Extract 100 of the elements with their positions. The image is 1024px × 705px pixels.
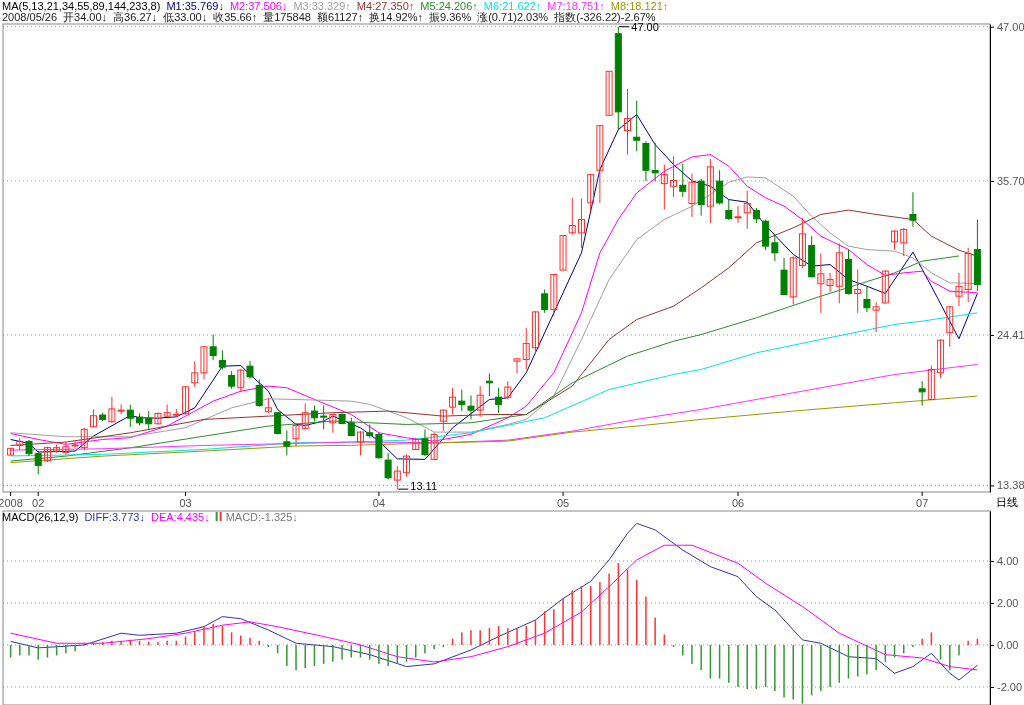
candlestick	[633, 100, 641, 152]
candlestick	[80, 427, 88, 451]
y-tick-label: 0.00	[997, 638, 1019, 651]
candlestick	[421, 429, 429, 457]
text: 开34.00↓	[63, 11, 108, 23]
candlestick	[900, 227, 908, 257]
text: 指数(-326.22)-2.67%	[553, 11, 656, 23]
candlestick	[587, 174, 595, 212]
candlestick	[283, 429, 291, 456]
text: M1:35.769↓	[166, 0, 224, 12]
candlestick	[126, 404, 134, 428]
y-tick-label: 24.41	[997, 328, 1024, 341]
candlestick	[909, 191, 917, 228]
candlestick	[513, 358, 521, 374]
candlestick	[605, 70, 613, 116]
candlestick	[596, 125, 604, 204]
line-series	[10, 312, 978, 457]
candlestick	[34, 450, 42, 475]
line-series	[10, 522, 978, 681]
candlestick	[430, 432, 438, 461]
candlestick	[292, 422, 300, 447]
legend-label: MACD:-1.325↓	[225, 511, 298, 523]
candlestick	[191, 360, 199, 388]
y-tick-label: 2.00	[997, 596, 1019, 609]
candlestick	[679, 163, 687, 198]
x-tick-label: 04	[372, 496, 386, 509]
text: DEA:4.435↓	[150, 511, 210, 523]
candlestick	[688, 173, 696, 218]
candlestick	[403, 453, 411, 478]
line-series	[10, 363, 978, 451]
candlestick	[835, 243, 843, 304]
candlestick	[145, 410, 153, 431]
candlestick	[449, 387, 457, 415]
text: M4:27.350↑	[356, 0, 415, 12]
candlestick	[734, 205, 742, 224]
candlestick	[89, 408, 97, 428]
annotation: 47.00	[631, 20, 659, 33]
chart-subtitle: MA(5,13,21,34,55,89,144,233,8)	[2, 0, 161, 12]
candlestick	[872, 301, 880, 333]
candlestick	[927, 365, 935, 400]
candlestick	[568, 197, 576, 236]
text: M7:18.751↑	[547, 0, 605, 12]
candlestick	[71, 440, 79, 449]
y-tick-label: 47.00	[997, 20, 1024, 33]
candlestick	[504, 380, 512, 400]
candlestick	[439, 408, 447, 432]
candlestick	[550, 274, 558, 317]
candlestick	[577, 198, 585, 249]
text: 高36.27↓	[113, 11, 158, 23]
candlestick	[531, 310, 539, 354]
x-axis-title: 日线	[996, 496, 1018, 508]
text: 量175848	[263, 11, 311, 23]
text: M6:21.622↑	[483, 0, 542, 12]
text: 2008/05/26	[2, 11, 58, 23]
text: M8:18.121↑	[610, 0, 669, 12]
candlestick	[937, 338, 945, 379]
x-tick-label: 06	[731, 496, 745, 509]
line-series	[10, 544, 978, 671]
candlestick	[495, 387, 503, 414]
candlestick	[522, 327, 530, 370]
candlestick	[375, 432, 383, 460]
candlestick	[624, 88, 632, 156]
candlestick	[255, 378, 263, 408]
candlestick	[237, 368, 245, 393]
candlestick	[946, 305, 954, 348]
x-tick-label: 05	[556, 496, 570, 509]
text: M5:24.206↑	[420, 0, 478, 12]
candlestick	[863, 285, 871, 313]
chart-title: MACD(26,12,9)	[2, 511, 79, 523]
y-tick-label: 13.38	[997, 479, 1024, 492]
annotation: 13.11	[410, 480, 438, 493]
text: M3:33.329↑	[293, 0, 351, 12]
candlestick	[356, 430, 364, 456]
candlestick	[218, 349, 226, 370]
candlestick	[854, 268, 862, 314]
candlestick	[393, 465, 401, 490]
candlestick	[476, 385, 484, 418]
y-tick-label: 4.00	[997, 554, 1019, 567]
candlestick	[955, 272, 963, 307]
candlestick	[329, 412, 337, 434]
candlestick	[467, 395, 475, 420]
text: 涨(0.71)2.03%	[477, 11, 549, 23]
candlestick	[789, 255, 797, 306]
candlestick	[458, 389, 466, 412]
candlestick	[881, 269, 889, 304]
candlestick	[541, 289, 549, 314]
candlestick	[725, 198, 733, 221]
candlestick	[559, 234, 567, 271]
candlestick	[743, 190, 751, 230]
candlestick	[182, 385, 190, 415]
candlestick	[200, 345, 208, 380]
text: M2:37.506↓	[229, 0, 288, 12]
text: DIFF:3.773↓	[84, 511, 145, 523]
candlestick	[706, 158, 714, 224]
text: 低33.00↓	[163, 11, 208, 23]
candlestick	[891, 229, 899, 251]
candlestick	[670, 155, 678, 198]
x-tick-label: 03	[179, 496, 192, 509]
y-tick-label: 35.70	[997, 174, 1024, 187]
line-series	[10, 255, 960, 462]
